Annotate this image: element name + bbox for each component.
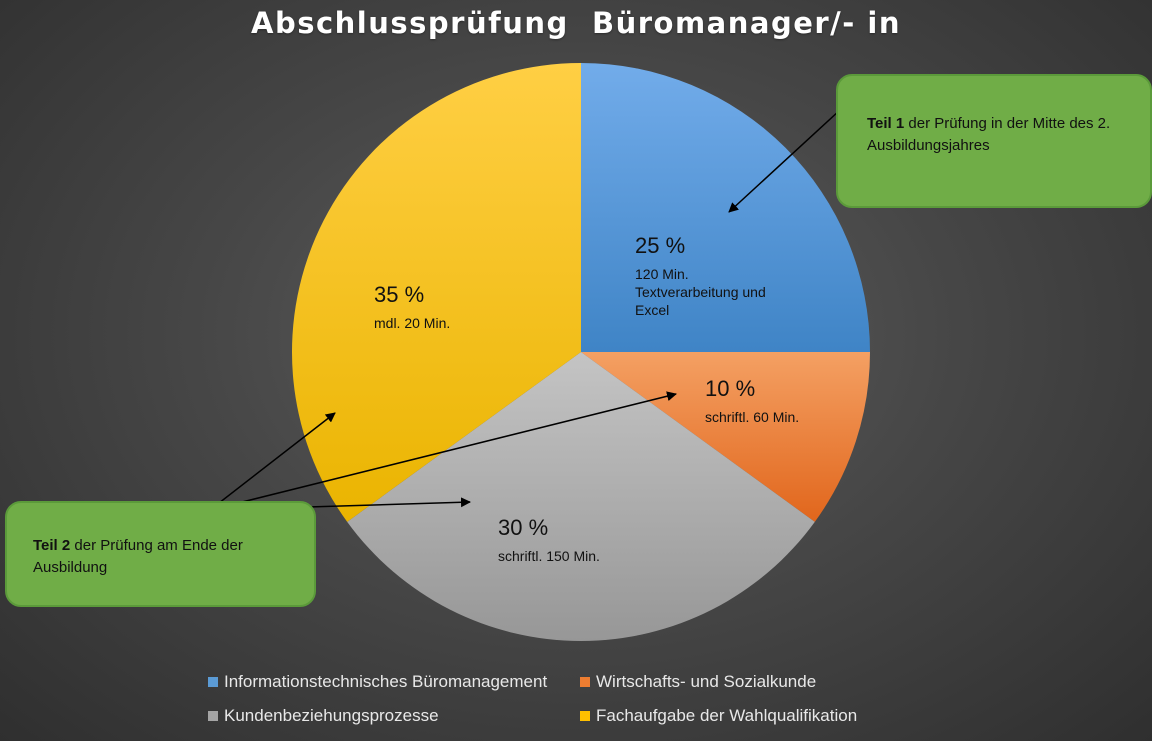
slice-percent-label: 35 % [374, 282, 425, 307]
legend-swatch [580, 711, 590, 721]
slice-label-kundenbeziehung: 30 % schriftl. 150 Min. [498, 514, 658, 565]
legend-swatch [208, 711, 218, 721]
legend-label: Wirtschafts- und Sozialkunde [596, 672, 817, 691]
slice-kundenbeziehung [347, 352, 815, 642]
slice-detail-label: mdl. 20 Min. [374, 314, 451, 331]
legend-swatch [208, 677, 218, 687]
chart-legend: Informationstechnisches Büromanagement W… [0, 668, 1152, 738]
legend-item-kundenbeziehung: Kundenbeziehungsprozesse [208, 706, 439, 726]
slice-percent-label: 30 % [498, 515, 549, 540]
legend-swatch [580, 677, 590, 687]
slice-percent-label: 25 % [635, 233, 686, 258]
slice-detail-label: 120 Min. Textverarbeitung und Excel [635, 265, 766, 318]
callout-1-bold: Teil 1 [867, 115, 905, 132]
slice-detail-label: schriftl. 60 Min. [705, 408, 800, 425]
slice-label-fachaufgabe: 35 % mdl. 20 Min. [374, 281, 534, 332]
slice-detail-label: schriftl. 150 Min. [498, 547, 600, 564]
callout-teil-1: Teil 1 der Prüfung in der Mitte des 2. A… [836, 74, 1152, 208]
callout-2-arrow-orange [209, 391, 677, 511]
callout-2-text: der Prüfung am Ende der Ausbildung [33, 537, 243, 576]
legend-item-informationstechnik: Informationstechnisches Büromanagement [208, 672, 547, 692]
slice-fachaufgabe [291, 63, 581, 522]
legend-label: Fachaufgabe der Wahlqualifikation [596, 706, 858, 725]
legend-label: Kundenbeziehungsprozesse [224, 706, 439, 725]
legend-item-wiso: Wirtschafts- und Sozialkunde [580, 672, 816, 692]
slice-label-wiso: 10 % schriftl. 60 Min. [705, 375, 865, 426]
callout-1-text: der Prüfung in der Mitte des 2. Ausbildu… [867, 115, 1111, 154]
slice-informationstechnik [581, 63, 870, 352]
callout-2-arrow-yellow [209, 412, 336, 511]
legend-label: Informationstechnisches Büromanagement [224, 672, 548, 691]
legend-item-fachaufgabe: Fachaufgabe der Wahlqualifikation [580, 706, 857, 726]
callout-teil-2: Teil 2 der Prüfung am Ende der Ausbildun… [5, 501, 316, 607]
chart-title: Abschlussprüfung Büromanager/- in [251, 6, 901, 40]
callout-2-bold: Teil 2 [33, 537, 71, 554]
slice-percent-label: 10 % [705, 376, 756, 401]
slice-wiso [581, 352, 871, 522]
callout-1-arrow [728, 109, 841, 213]
slice-label-informationstechnik: 25 % 120 Min. Textverarbeitung und Excel [635, 232, 795, 319]
